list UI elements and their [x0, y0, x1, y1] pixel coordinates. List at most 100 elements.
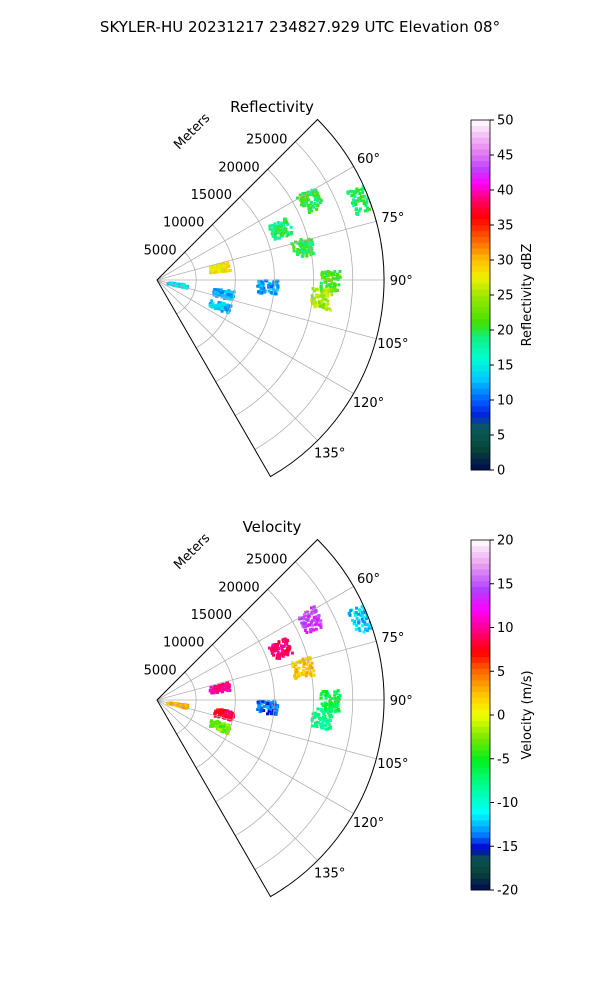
colorbar-step	[471, 627, 490, 634]
echo-gate	[312, 205, 316, 209]
range-tick-label: 10000	[163, 636, 204, 651]
echo-gate	[325, 721, 329, 725]
colorbar-step	[471, 831, 490, 838]
echo-gate	[329, 308, 333, 312]
colorbar-step	[471, 423, 490, 430]
echo-gate	[298, 193, 302, 197]
colorbar-step	[471, 452, 490, 459]
echo-gate	[281, 645, 285, 648]
echo-gate	[329, 288, 333, 292]
echo-gate	[318, 201, 322, 204]
echo-gate	[309, 202, 313, 206]
colorbar-step	[471, 324, 490, 331]
echo-gate	[290, 651, 294, 655]
echo-gate	[324, 290, 328, 294]
colorbar-step	[471, 610, 490, 617]
echo-gate	[305, 254, 309, 258]
echo-gate	[226, 297, 230, 300]
colorbar-step	[471, 271, 490, 278]
colorbar-step	[471, 715, 490, 722]
echo-gate	[362, 630, 366, 634]
colorbar-step	[471, 779, 490, 786]
echo-gate	[302, 660, 306, 664]
echo-gate	[327, 277, 331, 281]
echo-gate	[299, 203, 303, 207]
echo-gate	[353, 613, 357, 617]
echo-gate	[337, 274, 341, 278]
echo-gate	[282, 223, 285, 227]
echo-gate	[319, 696, 323, 700]
echo-gate	[305, 667, 308, 671]
azimuth-tick-label: 105°	[377, 757, 408, 772]
colorbar-step	[471, 586, 490, 593]
echo-gate	[289, 225, 293, 229]
echo-gate	[332, 282, 336, 286]
echo-gate	[356, 199, 360, 203]
echo-gate	[362, 606, 365, 610]
echo-gate	[259, 287, 263, 291]
colorbar-step	[471, 738, 490, 745]
echo-cell	[346, 181, 377, 216]
echo-gate	[274, 292, 278, 296]
echo-gate	[319, 281, 323, 285]
echo-gate	[364, 203, 368, 207]
echo-gate	[319, 707, 323, 711]
echo-gate	[225, 681, 229, 685]
echo-gate	[359, 188, 363, 192]
echo-gate	[336, 689, 340, 693]
echo-gate	[362, 615, 365, 619]
echo-gate	[279, 225, 283, 229]
echo-gate	[313, 289, 317, 293]
echo-gate	[219, 728, 223, 732]
colorbar-step	[471, 732, 490, 739]
echo-gate	[328, 703, 332, 707]
echo-gate	[281, 228, 285, 232]
colorbar-step	[471, 551, 490, 558]
echo-gate	[311, 302, 314, 306]
echo-gate	[208, 302, 212, 305]
echo-gate	[324, 724, 328, 728]
echo-gate	[267, 285, 271, 289]
colorbar-step	[471, 166, 490, 173]
echo-cell	[209, 719, 231, 735]
azimuth-gridline	[156, 640, 377, 701]
echo-gate	[312, 607, 316, 611]
echo-gate	[260, 280, 264, 284]
echo-gate	[269, 712, 273, 716]
echo-gate	[301, 204, 305, 208]
colorbar-step	[471, 400, 490, 407]
colorbar-step	[471, 796, 490, 803]
colorbar-step	[471, 219, 490, 226]
colorbar-tick-label: 45	[497, 149, 514, 164]
colorbar-tick-label: 20	[497, 324, 514, 339]
colorbar-step	[471, 289, 490, 296]
colorbar-step	[471, 825, 490, 833]
sector-frame	[156, 118, 385, 478]
echo-gate	[357, 612, 361, 616]
echo-cell	[296, 188, 323, 214]
colorbar-step	[471, 855, 490, 862]
colorbar-step	[471, 680, 490, 687]
echo-gate	[299, 199, 303, 203]
echo-gate	[210, 722, 214, 726]
echo-gate	[319, 619, 323, 623]
echo-gate	[301, 195, 305, 199]
echo-gate	[217, 303, 221, 307]
echo-gate	[327, 289, 331, 293]
colorbar-step	[471, 405, 490, 413]
echo-gate	[309, 620, 313, 624]
echo-gate	[280, 651, 284, 655]
echo-gate	[302, 670, 306, 674]
echo-gate	[218, 290, 221, 294]
echo-gate	[223, 684, 227, 688]
echo-gate	[321, 715, 325, 719]
echo-gate	[273, 707, 277, 711]
echo-gate	[268, 225, 272, 228]
colorbar-step	[471, 569, 490, 576]
colorbar-step	[471, 190, 490, 197]
echo-gate	[212, 723, 216, 727]
echo-gate	[326, 302, 330, 306]
echo-gate	[273, 290, 277, 294]
range-ring	[195, 224, 236, 349]
echo-gate	[175, 284, 179, 288]
